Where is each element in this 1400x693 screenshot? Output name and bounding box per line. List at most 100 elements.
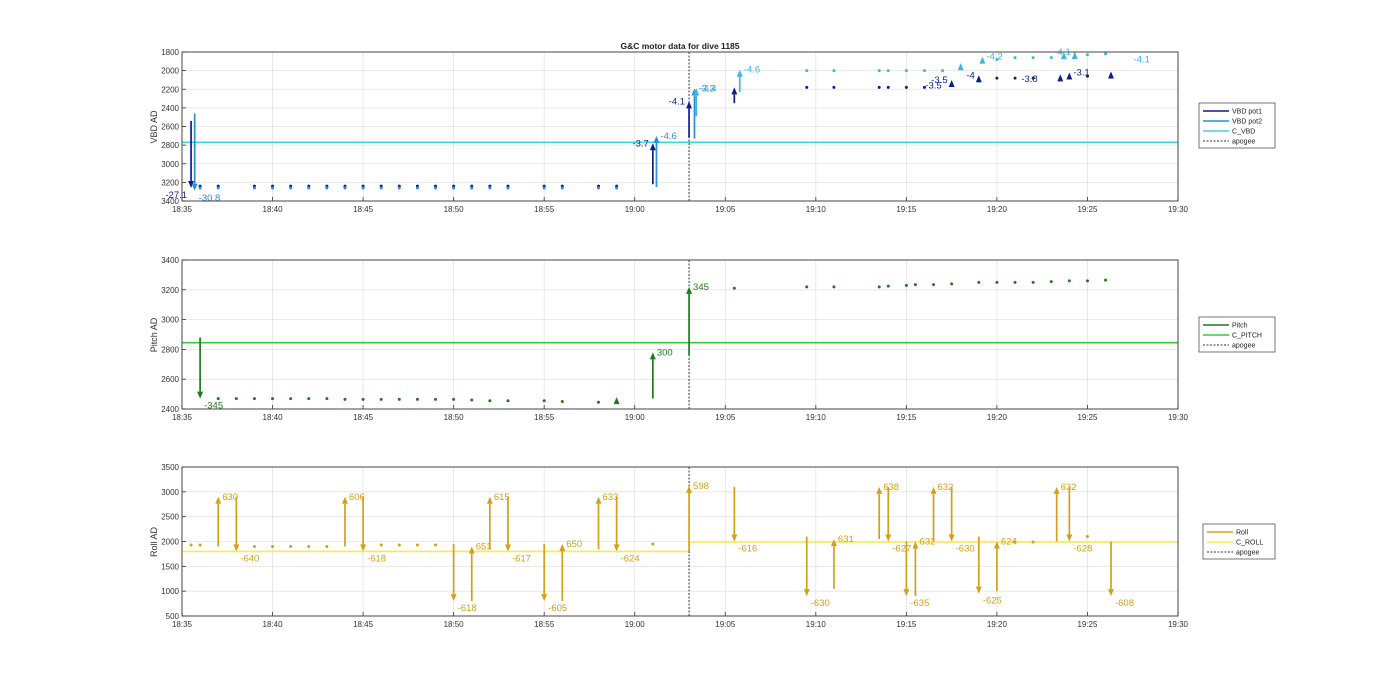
vbd-arrow-label: -27.1 [165, 190, 187, 201]
vbd-xtick-label: 19:15 [896, 205, 917, 214]
vbd-data-point [271, 186, 275, 190]
roll-xtick-label: 18:40 [263, 620, 284, 629]
roll-xtick-label: 19:00 [625, 620, 646, 629]
vbd-ytick-label: 3200 [161, 178, 179, 187]
pitch-data-point [379, 397, 383, 401]
vbd-xtick-label: 18:40 [263, 205, 284, 214]
pitch-ytick-label: 3400 [161, 256, 179, 265]
pitch-data-point [732, 286, 736, 290]
vbd-xtick-label: 19:30 [1168, 205, 1189, 214]
roll-xtick-label: 19:20 [987, 620, 1008, 629]
pitch-data-point [488, 399, 492, 403]
pitch-data-point [832, 285, 836, 289]
pitch-ylabel: Pitch AD [149, 317, 159, 352]
roll-arrow-label: -640 [240, 553, 259, 564]
pitch-data-point [325, 397, 329, 401]
vbd-data-point [1031, 56, 1035, 60]
vbd-data-point [922, 85, 926, 89]
pitch-ytick-label: 3000 [161, 316, 179, 325]
pitch-data-point [1049, 280, 1053, 284]
pitch-data-point [1085, 279, 1089, 283]
roll-arrow-label: 651 [476, 541, 492, 552]
vbd-data-point [252, 186, 256, 190]
roll-panel: 18:35 18:40 18:45 18:50 18:55 19:00 19:05 19:10… [149, 463, 1276, 629]
vbd-xtick-label: 18:55 [534, 205, 555, 214]
vbd-ytick-label: 2400 [161, 104, 179, 113]
pitch-ytick-label: 2600 [161, 375, 179, 384]
roll-arrow-label: 633 [603, 492, 619, 503]
vbd-value-label: -3.8 [1021, 74, 1037, 85]
pitch-arrow-head [197, 391, 204, 399]
vbd-arrow-head [686, 101, 693, 109]
roll-arrow-label: 624 [1001, 537, 1017, 548]
roll-data-point [271, 544, 275, 548]
legend-label-c-pitch: C_PITCH [1232, 333, 1262, 340]
vbd-arrow-head [1108, 71, 1114, 79]
pitch-data-point [805, 285, 809, 289]
pitch-xtick-label: 19:05 [715, 413, 736, 422]
vbd-arrow-label: -4.1 [1054, 47, 1070, 58]
vbd-arrow-head [736, 69, 743, 77]
pitch-data-point [932, 283, 936, 287]
pitch-data-point [216, 397, 220, 401]
roll-arrow-label: -630 [811, 598, 830, 609]
pitch-data-point [877, 285, 881, 289]
pitch-xtick-label: 19:00 [625, 413, 646, 422]
roll-arrow-head [912, 541, 919, 549]
pitch-ytick-label: 2400 [161, 405, 179, 414]
roll-data-point [415, 543, 419, 547]
legend-entry-c-pitch: C_PITCH [1203, 333, 1262, 340]
vbd-data-point [379, 186, 383, 190]
legend-label-c-vbd: C_VBD [1232, 129, 1255, 136]
vbd-arrow-label: -4.2 [986, 52, 1002, 63]
legend-entry-c-roll: C_ROLL [1207, 540, 1263, 547]
roll-data-point [325, 544, 329, 548]
roll-arrow-label: -625 [983, 596, 1002, 607]
vbd-data-point [832, 69, 836, 73]
roll-arrow-head [1053, 486, 1060, 494]
roll-arrow-label: -630 [956, 544, 975, 555]
roll-arrow-label: -616 [738, 544, 757, 555]
vbd-data-point [886, 85, 890, 89]
vbd-data-point [1031, 76, 1035, 80]
roll-data-point [189, 543, 193, 547]
vbd-xtick-label: 19:10 [806, 205, 827, 214]
roll-arrow-head [731, 534, 738, 542]
roll-arrow-head [468, 546, 475, 554]
roll-arrow-head [876, 486, 883, 494]
vbd-data-point [488, 186, 492, 190]
pitch-data-point [1013, 280, 1017, 284]
legend-label-c-roll: C_ROLL [1236, 540, 1263, 547]
roll-arrow-label: -624 [621, 553, 640, 564]
roll-arrow-label: -605 [548, 603, 567, 614]
roll-arrow-head [613, 544, 620, 552]
pitch-data-point [560, 400, 564, 404]
vbd-data-point [922, 69, 926, 73]
pitch-data-point [904, 283, 908, 287]
pitch-plot-area: 18:35 18:40 18:45 18:50 18:55 19:00 19:05 19:10… [161, 256, 1188, 422]
vbd-data-point [506, 186, 510, 190]
legend-label-vbd-apogee: apogee [1232, 139, 1255, 146]
vbd-arrow-head [191, 183, 198, 191]
legend-entry-c-vbd: C_VBD [1203, 129, 1255, 136]
roll-arrow-label: -635 [910, 598, 929, 609]
vbd-data-point [216, 186, 220, 190]
vbd-xtick-label: 19:05 [715, 205, 736, 214]
roll-arrow-head [595, 496, 602, 504]
vbd-arrow-label: -3.7 [632, 138, 648, 149]
roll-data-point [307, 544, 311, 548]
vbd-arrow-head [693, 88, 700, 96]
roll-arrow-label: 638 [883, 482, 899, 493]
roll-arrow-head [686, 485, 693, 493]
figure-title: G&C motor data for dive 1185 [620, 41, 739, 51]
roll-ylabel: Roll AD [149, 526, 159, 557]
vbd-arrow-head [957, 63, 964, 71]
pitch-data-point [415, 397, 419, 401]
roll-arrow-label: -627 [892, 544, 911, 555]
roll-arrow-label: 631 [838, 534, 854, 545]
pitch-arrow-head [649, 352, 656, 360]
roll-ytick-label: 500 [166, 612, 180, 621]
pitch-data-point [506, 399, 510, 403]
vbd-data-point [886, 69, 890, 73]
vbd-data-point [995, 76, 999, 80]
